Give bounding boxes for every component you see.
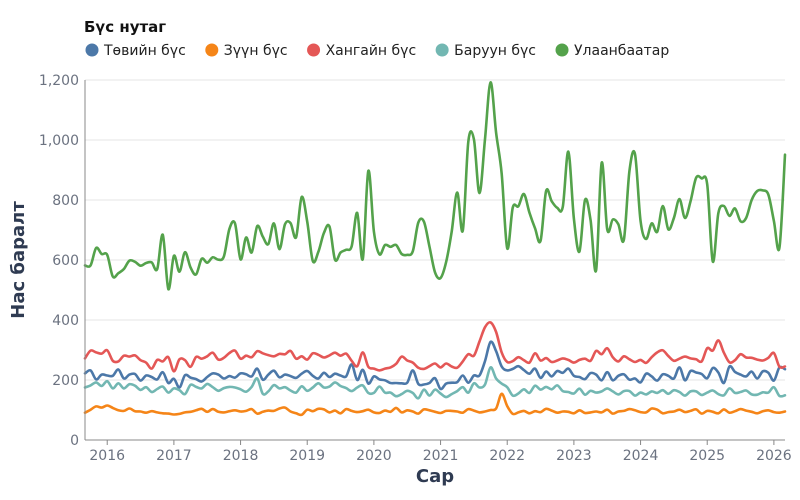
legend-swatch-2 [205,43,219,57]
y-axis-title: Нас баралт [8,201,29,319]
legend: Төвийн бүс Зүүн бүс Хангайн бүс Баруун бүс У… [85,43,669,59]
y-tick-label: 800 [52,193,79,209]
y-tick-label: 600 [52,253,79,269]
y-tick-label: 0 [70,433,79,449]
series-line-3 [83,320,787,373]
series-line-4 [83,366,787,400]
legend-swatch-4 [435,43,449,57]
y-tick-label: 200 [52,373,79,389]
series-line-5 [83,81,787,291]
y-ticks: 0 200 400 600 800 1,000 1,200 [39,73,79,449]
x-axis-title: Сар [416,466,454,487]
legend-swatch-5 [555,43,569,57]
y-tick-label: 400 [52,313,79,329]
x-tick-label: 2017 [156,448,192,464]
legend-swatch-1 [85,43,99,57]
legend-swatch-3 [307,43,321,57]
x-ticks: 2016 2017 2018 2019 2020 2021 2022 2023 2024 2025… [89,440,792,464]
x-tick-label: 2016 [89,448,125,464]
x-tick-label: 2019 [289,448,325,464]
series-layer [83,81,787,417]
series-line-2 [83,392,787,417]
x-tick-label: 2025 [689,448,725,464]
y-tick-label: 1,000 [39,133,79,149]
x-tick-label: 2020 [356,448,392,464]
x-tick-label: 2018 [223,448,259,464]
series-line-1 [83,340,787,391]
x-tick-label: 2022 [489,448,525,464]
legend-label-3: Хангайн бүс [326,43,417,59]
legend-label-1: Төвийн бүс [103,43,186,59]
x-tick-label: 2023 [556,448,592,464]
legend-label-4: Баруун бүс [454,43,536,59]
y-tick-label: 1,200 [39,73,79,89]
legend-label-2: Зүүн бүс [224,43,288,59]
x-tick-label: 2026 [756,448,792,464]
x-tick-label: 2024 [623,448,659,464]
x-tick-label: 2021 [423,448,459,464]
legend-title: Бүс нутаг [84,18,166,36]
axes [84,80,785,441]
legend-label-5: Улаанбаатар [574,43,669,59]
